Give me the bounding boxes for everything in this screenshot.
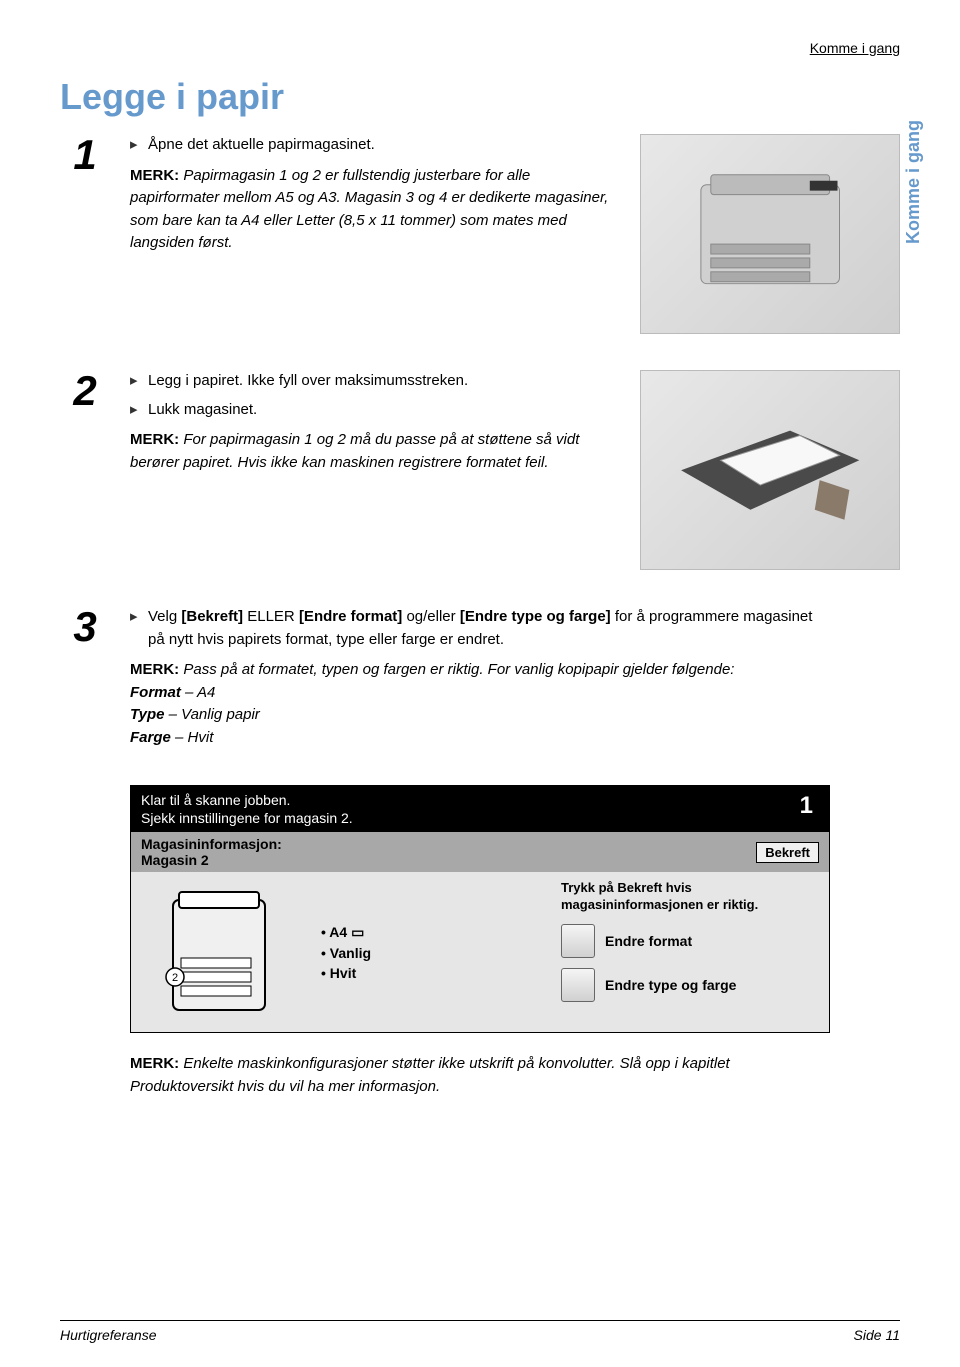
ts-setting: A4 ▭ — [321, 924, 549, 941]
ts-sub-tray: Magasin 2 — [141, 852, 282, 868]
ts-hint: Trykk på Bekreft hvis magasininformasjon… — [561, 880, 821, 914]
step-note: MERK: Papirmagasin 1 og 2 er fullstendig… — [130, 165, 620, 255]
change-type-color-label: Endre type og farge — [605, 977, 736, 993]
change-format-label: Endre format — [605, 933, 692, 949]
page-title: Legge i papir — [60, 76, 900, 118]
step-bullet: Åpne det aktuelle papirmagasinet. — [130, 134, 620, 157]
change-format-button[interactable] — [561, 924, 595, 958]
step-note: MERK: For papirmagasin 1 og 2 må du pass… — [130, 429, 620, 474]
ts-status-line: Sjekk innstillingene for magasin 2. — [141, 810, 353, 826]
step-number: 1 — [60, 134, 110, 176]
ts-settings-list: A4 ▭ Vanlig Hvit — [311, 880, 549, 1024]
ts-setting: Vanlig — [321, 945, 549, 961]
change-type-color-button[interactable] — [561, 968, 595, 1002]
step-bullet: Velg [Bekreft] ELLER [Endre format] og/e… — [130, 606, 830, 651]
footer-left: Hurtigreferanse — [60, 1327, 157, 1343]
running-header: Komme i gang — [60, 40, 900, 56]
tray-image — [640, 370, 900, 570]
side-tab: Komme i gang — [903, 120, 924, 244]
step-1: 1 Åpne det aktuelle papirmagasinet. MERK… — [60, 134, 900, 334]
step-number: 2 — [60, 370, 110, 412]
ts-sub-title: Magasininformasjon: — [141, 836, 282, 852]
ts-setting: Hvit — [321, 965, 549, 981]
ts-header: Klar til å skanne jobben. Sjekk innstill… — [131, 786, 829, 832]
step-2: 2 Legg i papiret. Ikke fyll over maksimu… — [60, 370, 900, 570]
step-number: 3 — [60, 606, 110, 648]
ts-status-line: Klar til å skanne jobben. — [141, 792, 353, 808]
footer-right: Side 11 — [854, 1327, 900, 1343]
confirm-button[interactable]: Bekreft — [756, 842, 819, 863]
tray-badge: 2 — [172, 972, 178, 984]
printer-image — [640, 134, 900, 334]
step-3: 3 Velg [Bekreft] ELLER [Endre format] og… — [60, 606, 900, 749]
ts-count: 1 — [800, 792, 819, 820]
final-note: MERK: Enkelte maskinkonfigurasjoner støt… — [130, 1053, 830, 1098]
page-footer: Hurtigreferanse Side 11 — [60, 1320, 900, 1343]
ts-subheader: Magasininformasjon: Magasin 2 Bekreft — [131, 832, 829, 872]
ts-machine-icon: 2 — [139, 880, 299, 1024]
touchscreen-panel: Klar til å skanne jobben. Sjekk innstill… — [130, 785, 830, 1033]
step-bullet: Legg i papiret. Ikke fyll over maksimums… — [130, 370, 620, 393]
step-note: MERK: Pass på at formatet, typen og farg… — [130, 659, 830, 749]
step-bullet: Lukk magasinet. — [130, 399, 620, 422]
